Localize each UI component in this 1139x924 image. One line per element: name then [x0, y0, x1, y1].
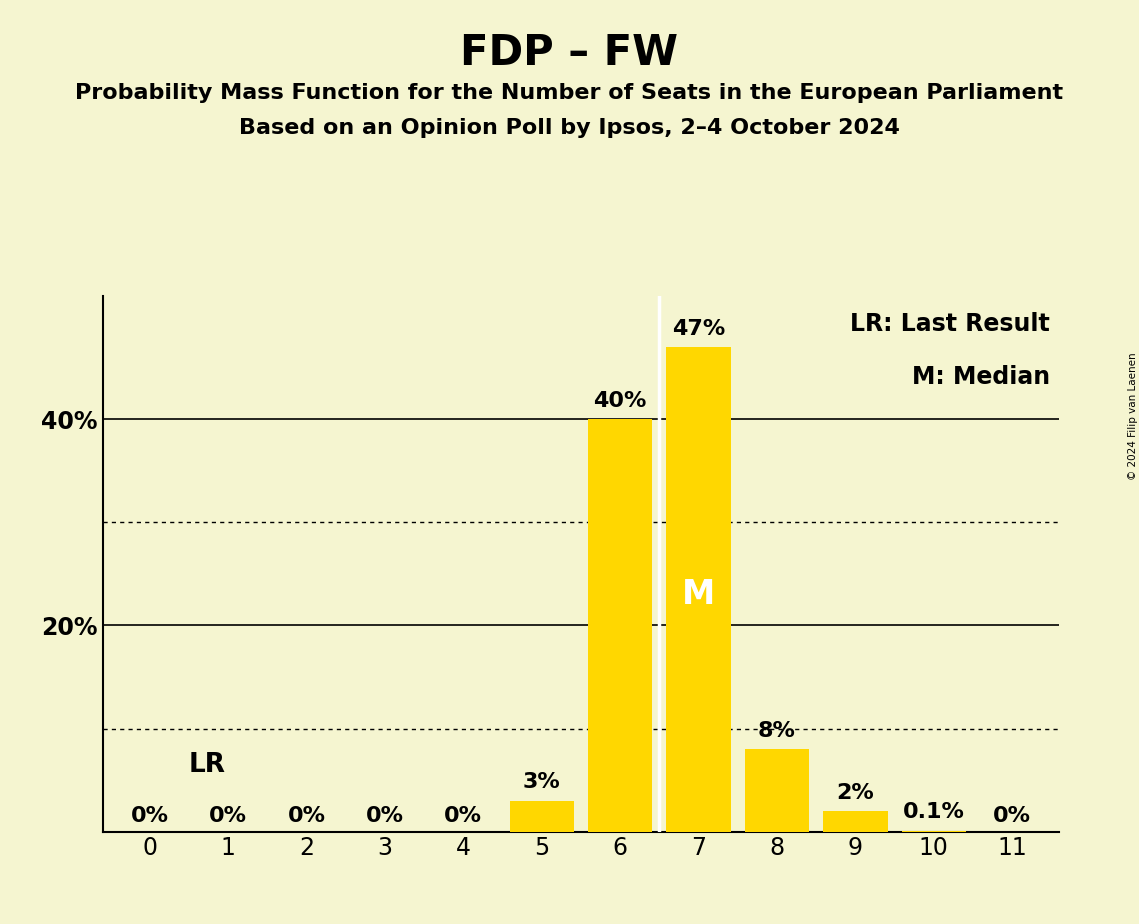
- Text: 0.1%: 0.1%: [903, 802, 965, 822]
- Text: 47%: 47%: [672, 319, 726, 339]
- Text: 0%: 0%: [208, 807, 247, 826]
- Text: M: Median: M: Median: [911, 365, 1050, 389]
- Text: 0%: 0%: [993, 807, 1031, 826]
- Text: 0%: 0%: [287, 807, 326, 826]
- Text: LR: Last Result: LR: Last Result: [850, 311, 1050, 335]
- Text: 0%: 0%: [366, 807, 404, 826]
- Bar: [666, 347, 731, 832]
- Text: M: M: [682, 578, 715, 611]
- Bar: [745, 749, 809, 832]
- Bar: [823, 811, 887, 832]
- Text: FDP – FW: FDP – FW: [460, 32, 679, 74]
- Text: 0%: 0%: [444, 807, 482, 826]
- Text: 0%: 0%: [131, 807, 169, 826]
- Text: 8%: 8%: [759, 721, 796, 741]
- Text: Probability Mass Function for the Number of Seats in the European Parliament: Probability Mass Function for the Number…: [75, 83, 1064, 103]
- Text: © 2024 Filip van Laenen: © 2024 Filip van Laenen: [1129, 352, 1138, 480]
- Text: 3%: 3%: [523, 772, 560, 793]
- Text: Based on an Opinion Poll by Ipsos, 2–4 October 2024: Based on an Opinion Poll by Ipsos, 2–4 O…: [239, 118, 900, 139]
- Text: LR: LR: [189, 751, 226, 778]
- Bar: [588, 419, 653, 832]
- Text: 2%: 2%: [836, 783, 875, 803]
- Bar: [902, 831, 966, 832]
- Text: 40%: 40%: [593, 391, 647, 411]
- Bar: [509, 801, 574, 832]
